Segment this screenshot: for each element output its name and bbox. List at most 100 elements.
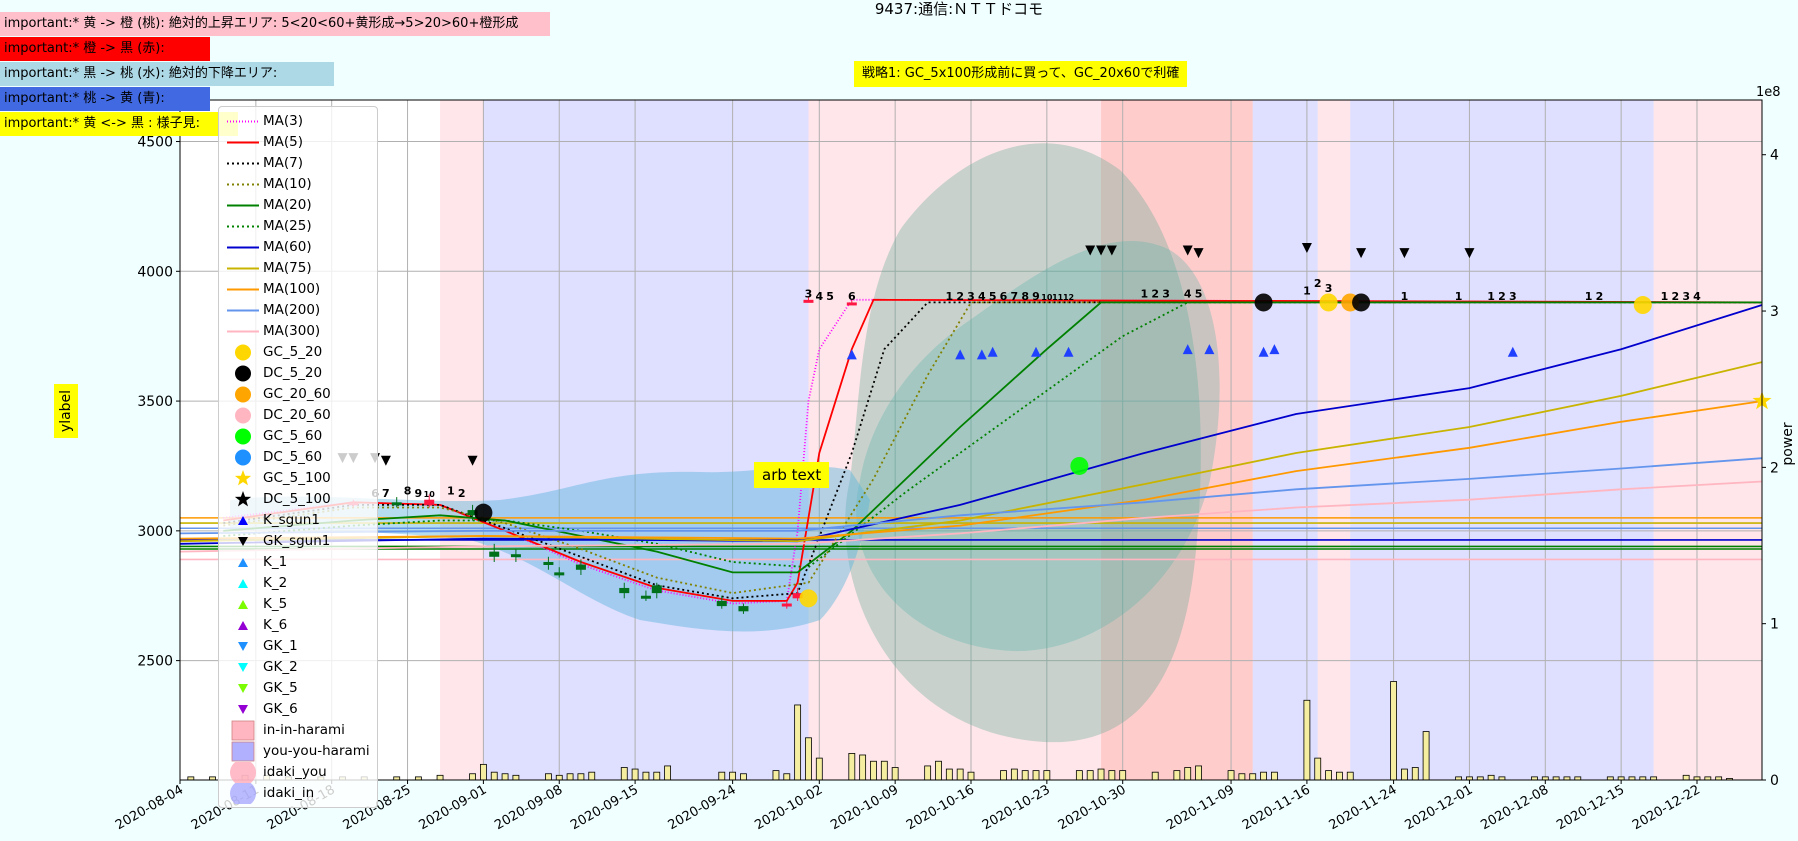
triangle-up: [1269, 344, 1280, 355]
x-tick-label: 2020-12-22: [1630, 782, 1703, 833]
legend-symbol: [227, 162, 259, 165]
y2-tick-label: 3: [1770, 304, 1779, 320]
volume-bar: [620, 767, 628, 781]
x-tick-label: 2020-09-01: [416, 782, 489, 833]
triangle-up: [976, 349, 987, 360]
legend-symbol: [238, 705, 248, 714]
count-label: 1: [1585, 290, 1593, 303]
cross-marker: [799, 589, 818, 608]
legend-label: GK_1: [263, 638, 298, 654]
count-label: 5: [826, 290, 834, 303]
volume-bar: [924, 765, 932, 781]
volume-bar: [512, 774, 520, 781]
legend-symbol: [227, 309, 259, 312]
legend-item: GC_20_60: [219, 384, 377, 405]
legend-symbol: [231, 720, 255, 741]
volume-bar: [1346, 771, 1354, 781]
volume-bar: [490, 771, 498, 781]
legend-symbol: [235, 428, 251, 445]
volume-bar: [1195, 765, 1202, 781]
legend-label: GC_5_20: [263, 344, 323, 360]
legend-symbol: [231, 741, 255, 762]
legend-circle: [235, 428, 251, 445]
legend-label: MA(20): [263, 197, 312, 213]
candle-body: [846, 302, 857, 306]
legend-label: DC_5_60: [263, 449, 323, 465]
legend-item: MA(5): [219, 132, 377, 153]
legend-triangle-down: [238, 537, 248, 546]
triangle-up: [1258, 346, 1269, 357]
legend-item: idaki_you: [219, 762, 377, 783]
x-tick-label: 2020-11-09: [1164, 782, 1237, 833]
legend-label: MA(5): [263, 134, 304, 150]
candle-body: [619, 587, 630, 594]
x-tick-label: 2020-10-16: [904, 782, 977, 833]
series-line: [179, 457, 1763, 535]
triangle-up: [846, 349, 857, 360]
legend-symbol: [227, 267, 259, 270]
count-label: 2: [1314, 277, 1322, 290]
volume-bar: [945, 768, 953, 781]
legend-symbol: [227, 225, 259, 228]
legend-triangle-up: [238, 621, 248, 630]
candle-body: [424, 499, 435, 505]
legend-symbol: [227, 246, 259, 249]
legend-symbol: [235, 344, 251, 361]
legend-label: K_1: [263, 554, 288, 570]
legend-label: GK_6: [263, 701, 298, 717]
legend-symbol: [230, 783, 256, 804]
x-tick-label: 2020-11-16: [1240, 782, 1313, 833]
x-tick-label: 2020-12-15: [1554, 782, 1627, 833]
volume-bar: [577, 773, 585, 781]
y2-tick-label: 1: [1770, 617, 1779, 633]
y-tick-label: 2500: [137, 654, 173, 670]
volume-bar: [729, 771, 737, 781]
legend-item: GC_5_60: [219, 426, 377, 447]
candle-body: [716, 600, 727, 607]
legend-item: K_5: [219, 594, 377, 615]
volume-bar: [1325, 770, 1332, 781]
volume-bar: [1682, 774, 1690, 781]
volume-bar: [794, 704, 802, 781]
triangle-up: [1507, 346, 1518, 357]
volume-bar: [1314, 757, 1322, 781]
y-tick-label: 4000: [137, 264, 173, 280]
legend-label: MA(200): [263, 302, 321, 318]
count-label: 4: [815, 290, 823, 303]
volume-bar: [1227, 770, 1235, 781]
trend-region: [1252, 100, 1318, 780]
legend-item: MA(200): [219, 300, 377, 321]
count-label: 6: [848, 290, 856, 303]
series-line: [179, 480, 1763, 553]
count-label: 2: [1498, 290, 1506, 303]
count-label: 3: [1325, 282, 1333, 295]
volume-bar: [501, 773, 509, 781]
volume-bar: [664, 765, 672, 781]
legend-label: K_5: [263, 596, 288, 612]
y2-axis-ticks: 0 1 2 3 4: [1762, 148, 1779, 789]
cross-marker: [1254, 293, 1273, 312]
legend-label: GK_5: [263, 680, 298, 696]
count-label: 4: [1693, 290, 1701, 303]
important-note: important:* 黒 -> 桃 (水): 絶対的下降エリア:: [0, 62, 334, 86]
count-label: 10: [424, 490, 436, 499]
volume-bar: [1151, 771, 1159, 781]
legend-item: DC_5_100: [219, 489, 377, 510]
triangle-down: [1464, 248, 1475, 259]
count-label: 5: [989, 290, 997, 303]
volume-bar: [1075, 770, 1083, 781]
legend-item: idaki_in: [219, 783, 377, 804]
legend-circle: [235, 407, 251, 424]
legend-symbol: [238, 621, 248, 630]
volume-bar: [566, 773, 574, 781]
count-label: 1: [1661, 290, 1669, 303]
legend-symbol: [230, 762, 256, 783]
volume-bar: [1238, 773, 1246, 781]
series-line: [223, 301, 1762, 600]
trend-region: [1317, 100, 1351, 780]
volume-bar: [555, 774, 563, 781]
legend-item: in-in-harami: [219, 720, 377, 741]
legend-symbol: [238, 642, 248, 651]
trend-region: [483, 100, 809, 780]
trend-regions: [440, 100, 1762, 780]
